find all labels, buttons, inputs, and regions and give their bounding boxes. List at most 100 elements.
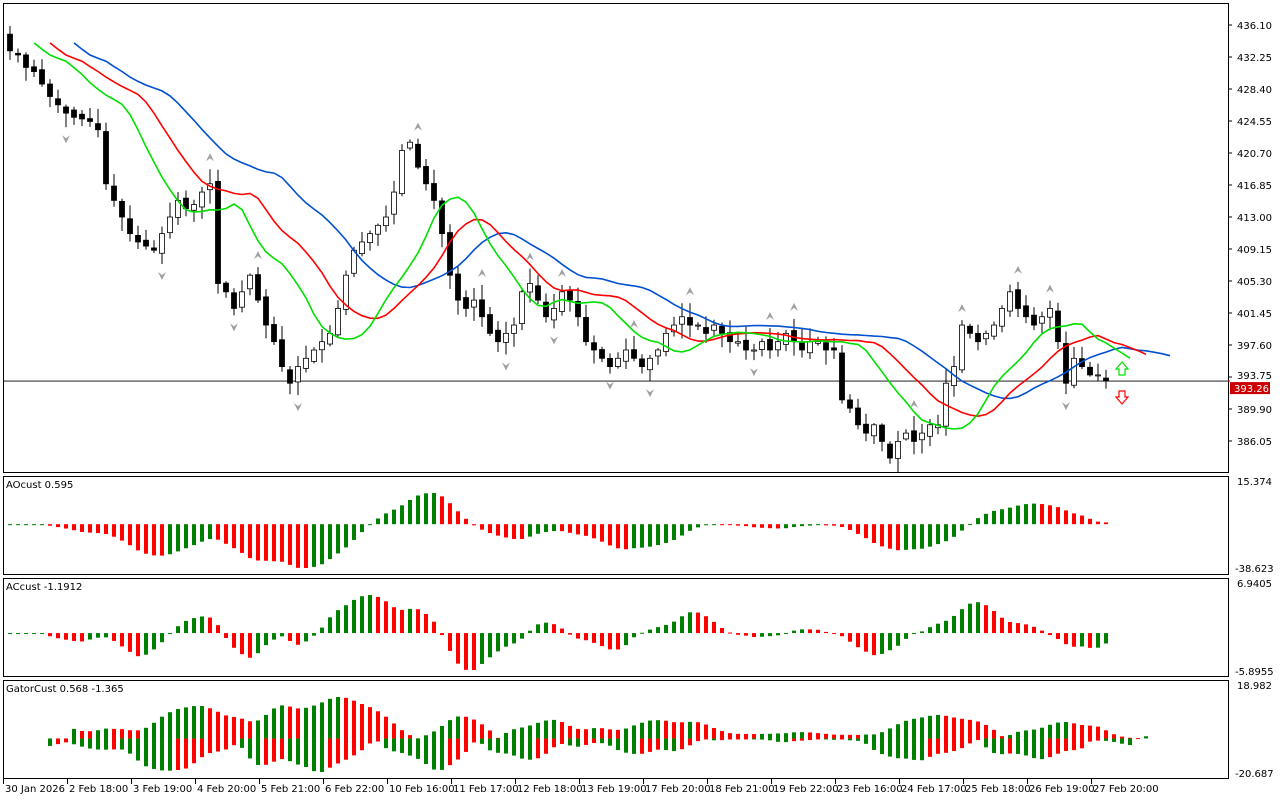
- ao-bar: [656, 524, 660, 546]
- ao-bar: [952, 524, 956, 537]
- y-tick-label: 393.75: [1237, 371, 1272, 382]
- gator-upper-bar: [568, 725, 572, 739]
- ao-bar: [104, 524, 108, 535]
- candle-body: [647, 357, 653, 371]
- gator-lower-bar: [824, 738, 828, 740]
- ao-bar: [312, 524, 316, 567]
- gator-lower-bar: [112, 738, 116, 750]
- ac-bar: [1024, 624, 1028, 634]
- candle-body: [599, 349, 605, 359]
- candle-body: [863, 423, 869, 434]
- y-tick-label: 397.60: [1237, 341, 1272, 352]
- gator-upper-bar: [616, 729, 620, 739]
- candle-body: [815, 341, 821, 344]
- candle: [1087, 361, 1093, 377]
- gator-upper-bar: [232, 717, 236, 739]
- ao-bar: [72, 524, 76, 531]
- ac-bar: [160, 633, 164, 643]
- gator-upper-bar: [560, 721, 564, 739]
- ac-bar: [912, 633, 916, 635]
- current-price-label: 393.26: [1234, 384, 1269, 395]
- gator-lower-bar: [728, 738, 732, 740]
- ao-bar: [488, 524, 492, 534]
- ac-bar: [224, 633, 228, 639]
- candle: [327, 325, 333, 347]
- candle: [975, 324, 981, 351]
- ao-bar: [736, 524, 740, 526]
- gator-upper-bar: [344, 697, 348, 739]
- candle: [967, 323, 973, 339]
- ao-bar: [776, 524, 780, 529]
- gator-upper-bar: [280, 705, 284, 739]
- candle-body: [71, 109, 77, 118]
- fractal-up-icon: [958, 304, 966, 313]
- ao-bar: [1056, 507, 1060, 525]
- candle: [279, 326, 285, 372]
- candle: [63, 104, 69, 128]
- gator-upper-bar: [680, 722, 684, 739]
- ao-bar: [800, 524, 804, 527]
- gator-lower-bar: [432, 738, 436, 770]
- ao-bar: [1080, 515, 1084, 525]
- candle: [1031, 307, 1037, 331]
- ao-bar: [216, 524, 220, 540]
- candle: [919, 423, 925, 454]
- candle: [319, 328, 325, 363]
- candle: [95, 108, 101, 138]
- gator-upper-bar: [904, 720, 908, 739]
- ao-bar: [96, 524, 100, 534]
- candle-body: [1039, 316, 1045, 324]
- candle: [775, 331, 781, 357]
- gator-lower-bar: [560, 738, 564, 745]
- gator-lower-bar: [1104, 738, 1108, 741]
- x-tick-label: 26 Feb 19:00: [1029, 784, 1095, 795]
- gator-upper-bar: [784, 733, 788, 739]
- candle-body: [159, 233, 165, 254]
- ac-bar: [536, 624, 540, 634]
- candle-body: [767, 339, 773, 351]
- gator-upper-bar: [376, 711, 380, 739]
- ac-bar: [520, 633, 524, 639]
- gator-lower-bar: [600, 738, 604, 744]
- candle-body: [391, 191, 397, 215]
- gator-lower-bar: [808, 738, 812, 741]
- candle-body: [319, 341, 325, 351]
- ac-bar: [688, 612, 692, 634]
- gator-lower-bar: [280, 738, 284, 760]
- candle-body: [831, 347, 837, 351]
- ao-bar: [456, 511, 460, 525]
- gator-lower-bar: [384, 738, 388, 749]
- ac-bar: [752, 633, 756, 637]
- x-tick-label: 27 Feb 20:00: [1093, 784, 1159, 795]
- ao-bar: [664, 524, 668, 543]
- candle-body: [239, 291, 245, 308]
- ao-bar: [520, 524, 524, 539]
- gator-lower-bar: [816, 738, 820, 740]
- ao-bar: [928, 524, 932, 547]
- candle: [495, 321, 501, 353]
- candle-body: [671, 324, 677, 333]
- gator-upper-bar: [544, 720, 548, 739]
- gator-upper-bar: [296, 708, 300, 739]
- candle-body: [679, 316, 685, 325]
- candle-body: [1007, 291, 1013, 312]
- candle-body: [655, 349, 661, 357]
- gator-upper-bar: [336, 697, 340, 739]
- candle-body: [399, 150, 405, 195]
- ac-bar: [1048, 633, 1052, 636]
- ac-bar: [1080, 633, 1084, 647]
- gator-lower-bar: [584, 738, 588, 745]
- gator-upper-bar: [496, 737, 500, 739]
- gator-upper-bar: [128, 730, 132, 739]
- candle-body: [47, 83, 53, 97]
- candle-body: [407, 141, 413, 149]
- candle-body: [375, 224, 381, 235]
- ac-plot: [8, 595, 1108, 670]
- ac-bar: [960, 609, 964, 634]
- ao-bar: [512, 524, 516, 539]
- ac-bar: [712, 621, 716, 634]
- candle: [255, 267, 261, 303]
- gator-lower-bar: [528, 738, 532, 760]
- ao-bar: [728, 524, 732, 526]
